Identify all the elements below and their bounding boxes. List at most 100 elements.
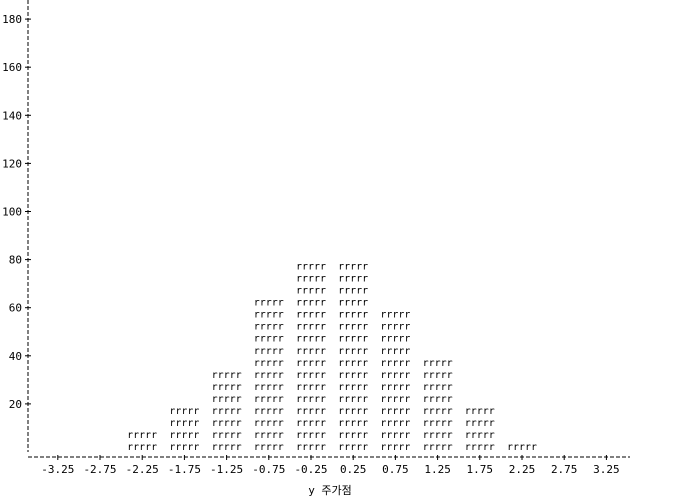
bar-row: rrrrr bbox=[254, 394, 284, 405]
bar-row: rrrrr bbox=[423, 442, 453, 453]
bar-row: rrrrr bbox=[254, 382, 284, 393]
bar-row: rrrrr bbox=[338, 382, 368, 393]
bar-row: rrrrr bbox=[254, 346, 284, 357]
bar-row: rrrrr bbox=[338, 274, 368, 285]
bar-row: rrrrr bbox=[380, 370, 410, 381]
bar: rrrrrrrrrrrrrrrrrrrrrrrrrrrrrrrrrrrrrrrr… bbox=[338, 262, 368, 453]
bar-row: rrrrr bbox=[254, 418, 284, 429]
bar-row: rrrrr bbox=[127, 442, 157, 453]
y-tick-label: 160 bbox=[2, 61, 22, 74]
bar-row: rrrrr bbox=[380, 334, 410, 345]
bar-row: rrrrr bbox=[423, 358, 453, 369]
x-tick-label: 1.25 bbox=[424, 463, 451, 476]
bar-row: rrrrr bbox=[296, 418, 326, 429]
bar-row: rrrrr bbox=[296, 406, 326, 417]
bar-row: rrrrr bbox=[380, 358, 410, 369]
bar-row: rrrrr bbox=[212, 394, 242, 405]
bar: rrrrrrrrrrrrrrrrrrrrrrrrrrrrrrrrrrrrrrrr… bbox=[254, 298, 284, 453]
bar-row: rrrrr bbox=[212, 370, 242, 381]
bar-row: rrrrr bbox=[212, 442, 242, 453]
bar-row: rrrrr bbox=[380, 406, 410, 417]
bar-row: rrrrr bbox=[338, 322, 368, 333]
bar-row: rrrrr bbox=[338, 310, 368, 321]
y-tick-label: 60 bbox=[9, 302, 22, 315]
x-tick-label: -0.75 bbox=[252, 463, 285, 476]
bar-row: rrrrr bbox=[465, 442, 495, 453]
bar-row: rrrrr bbox=[423, 394, 453, 405]
x-tick-label: -2.25 bbox=[126, 463, 159, 476]
bar-row: rrrrr bbox=[296, 370, 326, 381]
x-tick-label: -3.25 bbox=[41, 463, 74, 476]
bar-row: rrrrr bbox=[380, 418, 410, 429]
bar-row: rrrrr bbox=[423, 418, 453, 429]
x-tick-label: 0.25 bbox=[340, 463, 367, 476]
bar-row: rrrrr bbox=[423, 430, 453, 441]
bar-row: rrrrr bbox=[338, 358, 368, 369]
bar-row: rrrrr bbox=[296, 310, 326, 321]
bar-row: rrrrr bbox=[380, 430, 410, 441]
bar-row: rrrrr bbox=[296, 430, 326, 441]
bar-row: rrrrr bbox=[380, 322, 410, 333]
bar-row: rrrrr bbox=[380, 310, 410, 321]
bar: rrrrrrrrrrrrrrrrrrrrrrrrrrrrrrrrrrrrrrrr… bbox=[380, 310, 410, 453]
bar-row: rrrrr bbox=[296, 442, 326, 453]
bar-row: rrrrr bbox=[338, 418, 368, 429]
bar-row: rrrrr bbox=[380, 382, 410, 393]
bar-row: rrrrr bbox=[380, 394, 410, 405]
bar-row: rrrrr bbox=[296, 262, 326, 273]
bar-row: rrrrr bbox=[169, 406, 199, 417]
bar-row: rrrrr bbox=[254, 358, 284, 369]
bar-row: rrrrr bbox=[254, 334, 284, 345]
bar-row: rrrrr bbox=[338, 346, 368, 357]
bar-row: rrrrr bbox=[507, 442, 537, 453]
bar-row: rrrrr bbox=[169, 418, 199, 429]
bar-row: rrrrr bbox=[465, 406, 495, 417]
x-tick-label: -1.25 bbox=[210, 463, 243, 476]
bar-row: rrrrr bbox=[338, 430, 368, 441]
bar-row: rrrrr bbox=[296, 298, 326, 309]
bar-row: rrrrr bbox=[254, 442, 284, 453]
bar-row: rrrrr bbox=[296, 382, 326, 393]
bars-group: rrrrrrrrrrrrrrrrrrrrrrrrrrrrrrrrrrrrrrrr… bbox=[127, 262, 537, 453]
bar-row: rrrrr bbox=[169, 430, 199, 441]
bar-row: rrrrr bbox=[465, 418, 495, 429]
bar-row: rrrrr bbox=[169, 442, 199, 453]
bar-row: rrrrr bbox=[296, 322, 326, 333]
bar-row: rrrrr bbox=[423, 382, 453, 393]
x-tick-label: 1.75 bbox=[467, 463, 494, 476]
y-tick-label: 20 bbox=[9, 398, 22, 411]
bar-row: rrrrr bbox=[338, 262, 368, 273]
bar-row: rrrrr bbox=[254, 406, 284, 417]
bar: rrrrrrrrrrrrrrrrrrrrrrrrrrrrrrrrrrrrrrrr… bbox=[296, 262, 326, 453]
x-tick-label: 2.75 bbox=[551, 463, 578, 476]
bar-row: rrrrr bbox=[296, 274, 326, 285]
y-tick-label: 180 bbox=[2, 13, 22, 26]
x-axis-title: y 주가점 bbox=[308, 484, 352, 497]
y-tick-label: 80 bbox=[9, 254, 22, 267]
bar-row: rrrrr bbox=[296, 358, 326, 369]
bar-row: rrrrr bbox=[380, 346, 410, 357]
bar: rrrrr bbox=[507, 442, 537, 453]
bar-row: rrrrr bbox=[338, 334, 368, 345]
x-tick-label: 3.25 bbox=[593, 463, 620, 476]
bar-row: rrrrr bbox=[338, 286, 368, 297]
y-tick-label: 100 bbox=[2, 206, 22, 219]
bar-row: rrrrr bbox=[212, 430, 242, 441]
bar-row: rrrrr bbox=[212, 406, 242, 417]
bar-row: rrrrr bbox=[338, 406, 368, 417]
bar-row: rrrrr bbox=[212, 382, 242, 393]
bar-row: rrrrr bbox=[338, 370, 368, 381]
bar-row: rrrrr bbox=[127, 430, 157, 441]
bar-row: rrrrr bbox=[254, 310, 284, 321]
bar-row: rrrrr bbox=[423, 370, 453, 381]
bar-row: rrrrr bbox=[465, 430, 495, 441]
bar-row: rrrrr bbox=[254, 370, 284, 381]
bar-row: rrrrr bbox=[254, 430, 284, 441]
bar-row: rrrrr bbox=[338, 298, 368, 309]
bar-row: rrrrr bbox=[254, 298, 284, 309]
x-axis: -3.25 -2.75 -2.25 -1.75 -1.25 -0.75 -0.25 0.25 0… bbox=[28, 455, 630, 476]
